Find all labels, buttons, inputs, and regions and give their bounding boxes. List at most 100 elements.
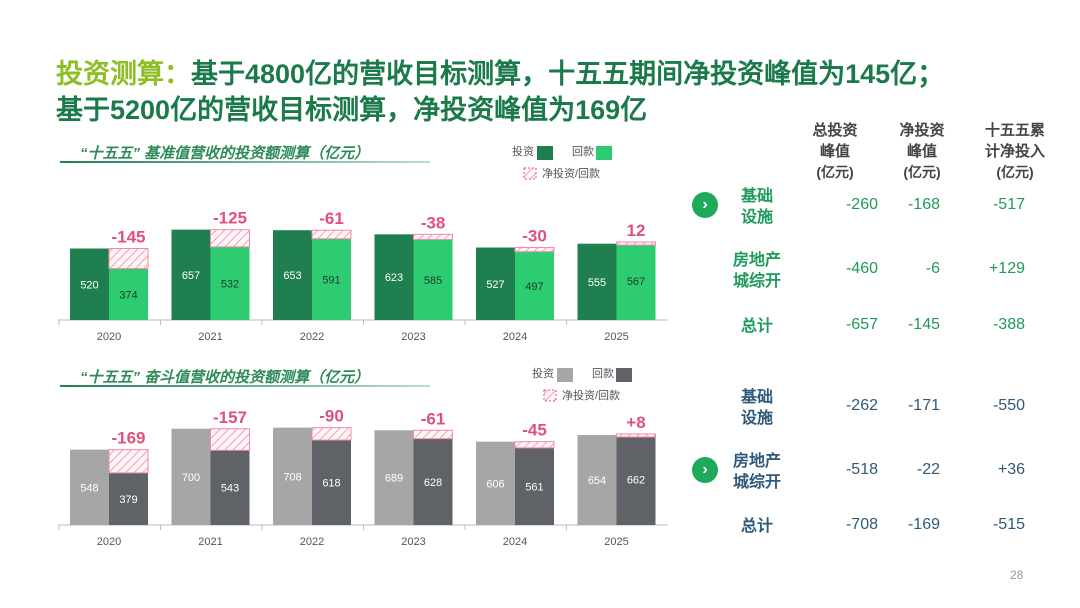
net-value-label: -157 (213, 408, 247, 427)
net-value-label: -90 (319, 407, 344, 426)
row-label-line1: 基础 (740, 188, 773, 205)
table-cell: -517 (992, 196, 1025, 213)
net-value-label: -61 (319, 209, 344, 228)
table-row-label: 总计 (722, 516, 792, 537)
row-label-line1: 房地产 (732, 252, 781, 269)
row-label-line2: 设施 (740, 209, 773, 226)
table-cell: -6 (925, 260, 940, 277)
bar-invest (577, 435, 617, 525)
row-label-line2: 城综开 (732, 273, 781, 290)
invest-value-label: 708 (283, 471, 301, 483)
chart1-title: “十五五” 基准值营收的投资额测算（亿元） (80, 145, 370, 162)
table-header-line2: 峰值 (819, 143, 850, 160)
row-label-line1: 总计 (740, 318, 773, 335)
table-row-label: 总计 (722, 316, 792, 337)
x-tick-label: 2022 (300, 536, 324, 548)
invest-value-label: 689 (385, 473, 403, 485)
invest-value-label: 654 (588, 475, 606, 487)
bar-invest (476, 247, 515, 320)
x-tick-label: 2023 (401, 331, 425, 343)
bar-net (210, 428, 250, 451)
table-cell: -262 (845, 397, 878, 414)
row-label-line1: 总计 (740, 518, 773, 535)
table-row-label: 房地产 城综开 (722, 451, 792, 493)
bar-invest (70, 248, 109, 320)
bar-net (413, 233, 453, 241)
return-value-label: 497 (525, 281, 543, 293)
table-cell: -460 (845, 260, 878, 277)
x-tick-label: 2025 (604, 331, 628, 343)
legend-invest-label: 投资 (512, 144, 534, 158)
table-header-line1: 十五五累 (984, 122, 1045, 139)
legend-net-label: 净投资/回款 (542, 166, 600, 180)
table-header: 净投资 峰值 (亿元) (882, 120, 962, 183)
table-header: 十五五累 计净投入 (亿元) (975, 120, 1055, 183)
bar-invest (374, 234, 414, 320)
legend-net-label: 净投资/回款 (562, 388, 620, 402)
table-cell: -145 (907, 316, 940, 333)
table-header-unit: (亿元) (996, 164, 1034, 180)
table-header-unit: (亿元) (816, 164, 854, 180)
legend-return-swatch (596, 146, 612, 160)
bar-invest (273, 230, 312, 320)
bar-return (616, 242, 656, 320)
bar-return (616, 433, 656, 525)
bar-invest (476, 441, 515, 525)
table-cell: -168 (907, 196, 940, 213)
net-value-label: -38 (421, 213, 446, 232)
return-value-label: 374 (119, 289, 137, 301)
legend-return-label: 回款 (572, 144, 594, 158)
bar-return (312, 238, 351, 320)
return-value-label: 662 (627, 474, 645, 486)
table-cell: -22 (916, 461, 940, 478)
return-value-label: 618 (322, 478, 340, 490)
x-tick-label: 2024 (503, 331, 527, 343)
page-title-line2: 基于5200亿的营收目标测算，净投资峰值为169亿 (56, 95, 648, 125)
bar-invest (374, 430, 414, 525)
bar-return (413, 438, 453, 525)
net-value-label: -61 (421, 409, 446, 428)
table-cell: -518 (845, 461, 878, 478)
bar-return (109, 268, 148, 320)
x-tick-label: 2024 (503, 536, 527, 548)
legend-invest-swatch (537, 146, 553, 160)
bar-return (109, 472, 148, 525)
invest-value-label: 555 (588, 277, 606, 289)
chart2-title: “十五五” 奋斗值营收的投资额测算（亿元） (80, 369, 370, 386)
legend-net-swatch (523, 167, 537, 180)
x-tick-label: 2020 (97, 331, 121, 343)
bar-invest (171, 229, 211, 320)
bar-net (616, 433, 656, 438)
return-value-label: 543 (221, 483, 239, 495)
invest-value-label: 548 (80, 482, 98, 494)
bar-net (514, 441, 555, 449)
x-tick-label: 2021 (198, 331, 222, 343)
bar-net (210, 229, 250, 248)
table-header-unit: (亿元) (903, 164, 941, 180)
return-value-label: 379 (119, 494, 137, 506)
row-label-line1: 房地产 (732, 453, 781, 470)
bar-net (108, 449, 149, 474)
table-row-label: 基础 设施 (722, 186, 792, 228)
bar-invest (70, 449, 109, 525)
invest-value-label: 527 (486, 279, 504, 291)
return-value-label: 567 (627, 276, 645, 288)
table-cell: -657 (845, 316, 878, 333)
net-value-label: +8 (626, 413, 645, 432)
bar-net (311, 229, 352, 240)
chart2-title-underline (60, 385, 430, 387)
row-label-line2: 设施 (740, 410, 773, 427)
row-label-line2: 城综开 (732, 474, 781, 491)
table-header-line1: 总投资 (812, 122, 858, 139)
bar-return (210, 246, 250, 320)
return-value-label: 532 (221, 278, 239, 290)
net-value-label: -45 (522, 421, 547, 440)
bar-return (413, 239, 453, 320)
net-value-label: -169 (111, 429, 145, 448)
legend-invest-label: 投资 (532, 366, 554, 380)
invest-value-label: 657 (182, 270, 200, 282)
invest-value-label: 653 (283, 270, 301, 282)
table-header-line1: 净投资 (899, 122, 945, 139)
bar-net (616, 241, 656, 246)
